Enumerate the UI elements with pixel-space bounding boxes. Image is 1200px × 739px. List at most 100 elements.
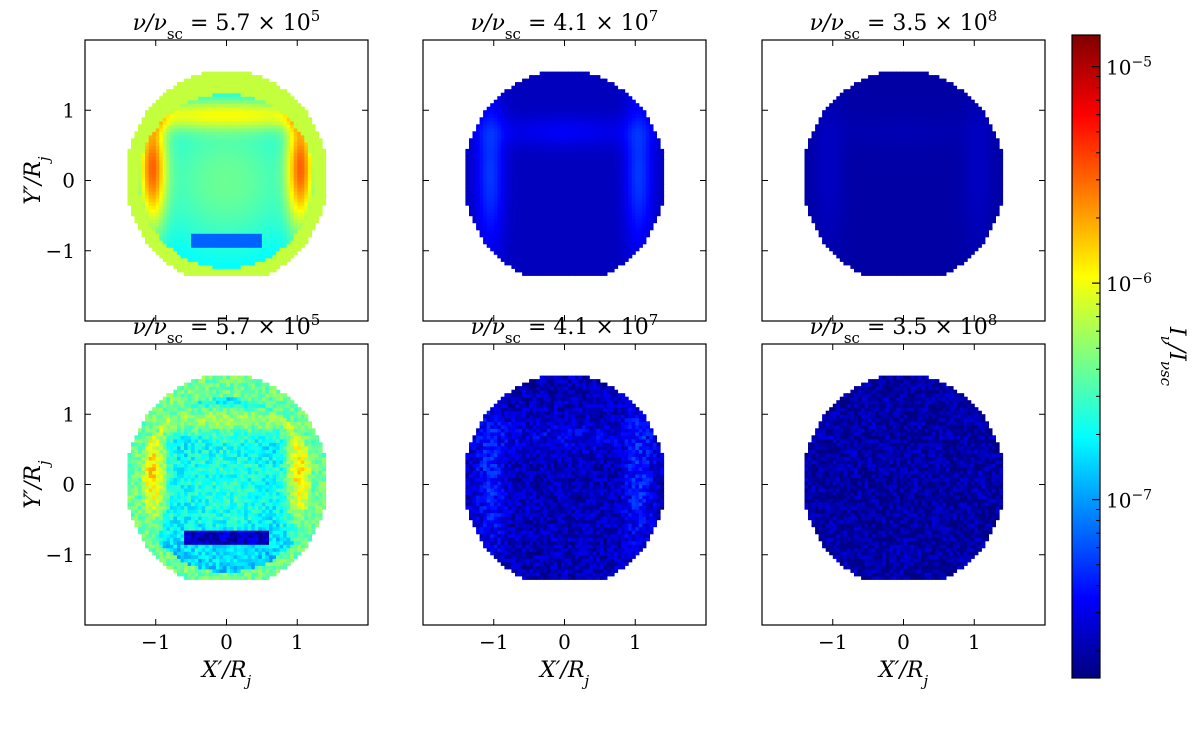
heatmap-cell bbox=[610, 191, 615, 196]
heatmap-cell bbox=[254, 159, 259, 164]
heatmap-cell bbox=[145, 173, 150, 178]
heatmap-cell bbox=[610, 127, 615, 132]
heatmap-cell bbox=[226, 71, 231, 76]
heatmap-cell bbox=[265, 148, 270, 153]
heatmap-cell bbox=[258, 141, 263, 146]
heatmap-cell bbox=[286, 106, 291, 111]
heatmap-cell bbox=[169, 222, 174, 227]
heatmap-cell bbox=[546, 89, 551, 94]
heatmap-cell bbox=[215, 166, 220, 171]
heatmap-cell bbox=[507, 226, 512, 231]
heatmap-cell bbox=[300, 148, 305, 153]
heatmap-cell bbox=[529, 145, 534, 150]
heatmap-cell bbox=[585, 99, 590, 104]
heatmap-cell bbox=[261, 85, 266, 90]
heatmap-cell bbox=[610, 229, 615, 234]
heatmap-cell bbox=[525, 205, 530, 210]
heatmap-cell bbox=[557, 152, 562, 157]
heatmap-cell bbox=[483, 170, 488, 175]
heatmap-cell bbox=[497, 177, 502, 182]
heatmap-cell bbox=[592, 138, 597, 143]
heatmap-cell bbox=[585, 110, 590, 115]
heatmap-cell bbox=[518, 89, 523, 94]
heatmap-cell bbox=[585, 247, 590, 252]
heatmap-cell bbox=[155, 250, 160, 255]
heatmap-cell bbox=[469, 166, 474, 171]
heatmap-cell bbox=[201, 201, 206, 206]
heatmap-cell bbox=[219, 85, 224, 90]
heatmap-cell bbox=[314, 166, 319, 171]
heatmap-cell bbox=[557, 166, 562, 171]
heatmap-cell bbox=[283, 254, 288, 259]
heatmap-cell bbox=[511, 201, 516, 206]
heatmap-cell bbox=[159, 117, 164, 122]
heatmap-cell bbox=[290, 184, 295, 189]
heatmap-cell bbox=[311, 173, 316, 178]
heatmap-cell bbox=[539, 180, 544, 185]
heatmap-cell bbox=[582, 155, 587, 160]
heatmap-cell bbox=[205, 271, 210, 276]
heatmap-cell bbox=[610, 166, 615, 171]
heatmap-cell bbox=[169, 187, 174, 192]
heatmap-cell bbox=[617, 141, 622, 146]
heatmap-cell bbox=[191, 243, 196, 248]
heatmap-cell bbox=[497, 152, 502, 157]
heatmap-cell bbox=[564, 78, 569, 83]
heatmap-cell bbox=[314, 198, 319, 203]
heatmap-cell bbox=[553, 268, 558, 273]
heatmap-cell bbox=[557, 198, 562, 203]
heatmap-cell bbox=[575, 152, 580, 157]
heatmap-cell bbox=[525, 166, 530, 171]
heatmap-cell bbox=[571, 187, 576, 192]
heatmap-cell bbox=[599, 215, 604, 220]
heatmap-cell bbox=[265, 208, 270, 213]
heatmap-cell bbox=[571, 226, 576, 231]
heatmap-cell bbox=[208, 268, 213, 273]
heatmap-cell bbox=[603, 243, 608, 248]
heatmap-cell bbox=[177, 177, 182, 182]
heatmap-cell bbox=[607, 257, 612, 262]
heatmap-cell bbox=[486, 191, 491, 196]
heatmap-cell bbox=[208, 205, 213, 210]
heatmap-cell bbox=[269, 99, 274, 104]
heatmap-cell bbox=[465, 162, 470, 167]
heatmap-cell bbox=[205, 71, 210, 76]
heatmap-cell bbox=[215, 152, 220, 157]
heatmap-cell bbox=[261, 117, 266, 122]
heatmap-cell bbox=[297, 184, 302, 189]
heatmap-cell bbox=[585, 194, 590, 199]
heatmap-cell bbox=[223, 205, 228, 210]
heatmap-cell bbox=[290, 243, 295, 248]
heatmap-cell bbox=[215, 170, 220, 175]
heatmap-cell bbox=[240, 240, 245, 245]
heatmap-cell bbox=[504, 92, 509, 97]
heatmap-cell bbox=[177, 233, 182, 238]
heatmap-cell bbox=[596, 191, 601, 196]
heatmap-cell bbox=[286, 152, 291, 157]
heatmap-cell bbox=[141, 120, 146, 125]
heatmap-cell bbox=[582, 166, 587, 171]
heatmap-cell bbox=[240, 268, 245, 273]
heatmap-cell bbox=[504, 198, 509, 203]
heatmap-cell bbox=[258, 205, 263, 210]
heatmap-cell bbox=[254, 103, 259, 108]
heatmap-cell bbox=[215, 198, 220, 203]
heatmap-cell bbox=[536, 180, 541, 185]
heatmap-cell bbox=[575, 194, 580, 199]
heatmap-cell bbox=[307, 215, 312, 220]
heatmap-cell bbox=[589, 127, 594, 132]
heatmap-cell bbox=[582, 240, 587, 245]
heatmap-cell bbox=[254, 162, 259, 167]
heatmap-cell bbox=[543, 113, 548, 118]
heatmap-cell bbox=[159, 166, 164, 171]
heatmap-cell bbox=[138, 145, 143, 150]
heatmap-cell bbox=[592, 208, 597, 213]
heatmap-cell bbox=[269, 254, 274, 259]
heatmap-cell bbox=[578, 75, 583, 80]
heatmap-cell bbox=[237, 127, 242, 132]
heatmap-cell bbox=[138, 187, 143, 192]
heatmap-cell bbox=[159, 194, 164, 199]
heatmap-cell bbox=[269, 226, 274, 231]
heatmap-cell bbox=[300, 117, 305, 122]
heatmap-cell bbox=[550, 166, 555, 171]
